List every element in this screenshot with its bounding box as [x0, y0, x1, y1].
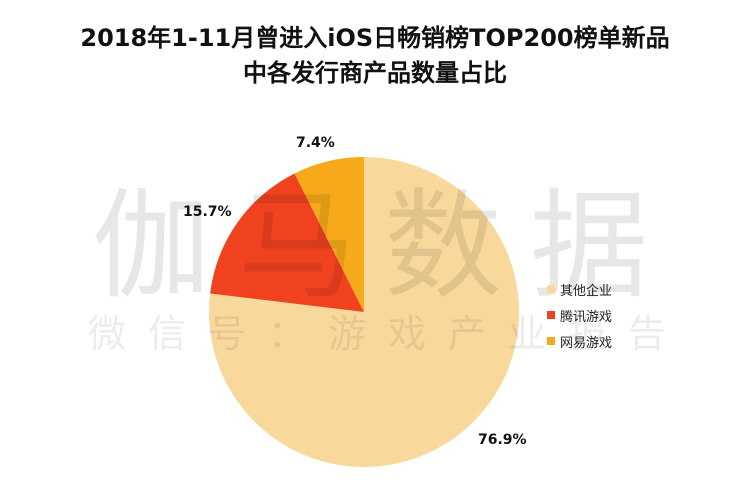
legend-label: 其他企业: [560, 283, 613, 299]
pie-slice-tencent: [210, 173, 364, 312]
chart-title-line-2: 中各发行商产品数量占比: [243, 59, 507, 87]
legend-swatch-icon: [547, 337, 555, 345]
legend-item-tencent: 腾讯游戏: [547, 302, 612, 328]
slice-label-tencent: 15.7%: [183, 204, 232, 220]
slice-label-netease: 7.4%: [296, 135, 335, 151]
legend-label: 腾讯游戏: [560, 309, 613, 325]
legend-swatch-icon: [547, 285, 555, 293]
chart-title-line-1: 2018年1-11月曾进入iOS日畅销榜TOP200榜单新品: [80, 24, 670, 52]
legend-swatch-icon: [547, 311, 555, 319]
legend-item-other: 其他企业: [547, 276, 612, 302]
legend-label: 网易游戏: [560, 335, 613, 351]
slice-label-other: 76.9%: [478, 432, 527, 448]
pie-slice-netease: [294, 157, 364, 312]
legend-item-netease: 网易游戏: [547, 328, 612, 354]
legend: 其他企业 腾讯游戏 网易游戏: [547, 276, 612, 354]
